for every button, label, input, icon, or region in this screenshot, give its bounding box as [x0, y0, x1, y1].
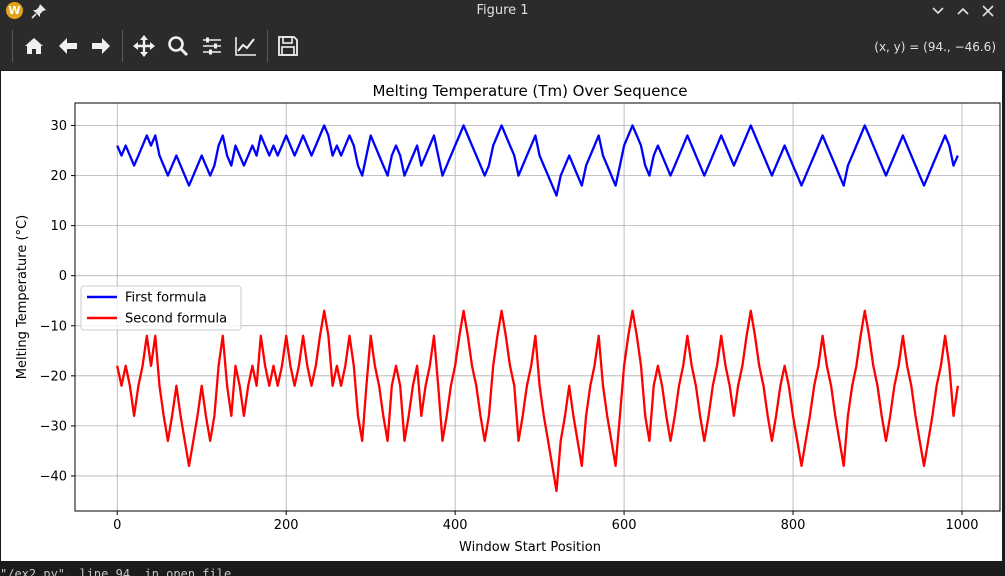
- terminal-background: "/ex2.py", line 94, in open_file: [0, 562, 1005, 576]
- arrow-left-icon: [59, 38, 77, 54]
- legend-box: [80, 285, 242, 331]
- line-chart-icon: [235, 37, 256, 56]
- plot-lines: [116, 124, 959, 493]
- y-tick-label: −40: [40, 469, 67, 484]
- coordinate-readout: (x, y) = (94., −46.6): [874, 40, 996, 54]
- y-axis-label: Melting Temperature (°C): [15, 215, 30, 379]
- y-tick-label: 0: [59, 269, 67, 284]
- pan-button[interactable]: [132, 34, 156, 58]
- app-icon[interactable]: W: [6, 2, 23, 19]
- toolbar-separator: [122, 30, 123, 62]
- line-chart[interactable]: Melting Temperature (Tm) Over Sequence W…: [1, 71, 1002, 561]
- x-tick-label: 800: [781, 518, 806, 533]
- sliders-icon: [203, 37, 221, 55]
- magnifier-icon: [168, 36, 189, 57]
- y-tick-label: −10: [40, 319, 67, 334]
- y-tick-label: 10: [50, 219, 67, 234]
- edit-axes-button[interactable]: [234, 34, 258, 58]
- x-tick-label: 0: [113, 518, 121, 533]
- x-tick-label: 400: [443, 518, 468, 533]
- pin-icon[interactable]: [31, 3, 47, 19]
- window-titlebar: W Figure 1: [0, 0, 1005, 22]
- axes-frame: [74, 102, 1001, 512]
- chevron-up-icon[interactable]: [954, 2, 972, 20]
- x-axis-label: Window Start Position: [459, 540, 601, 555]
- y-tick-label: 30: [50, 119, 67, 134]
- toolbar-separator: [12, 30, 13, 62]
- zoom-button[interactable]: [166, 34, 190, 58]
- y-tick-label: −30: [40, 419, 67, 434]
- home-button[interactable]: [22, 34, 46, 58]
- floppy-disk-icon: [278, 36, 298, 56]
- forward-button[interactable]: [89, 34, 113, 58]
- legend[interactable]: First formula Second formula: [80, 285, 242, 331]
- x-tick-label: 200: [274, 518, 299, 533]
- x-tick-label: 600: [612, 518, 637, 533]
- home-icon: [25, 38, 43, 54]
- legend-label-first-formula: First formula: [125, 291, 207, 306]
- figure-canvas[interactable]: Melting Temperature (Tm) Over Sequence W…: [1, 71, 1002, 561]
- series-line-first-formula: [116, 124, 959, 197]
- chart-title: Melting Temperature (Tm) Over Sequence: [372, 82, 687, 100]
- x-tick-label: 1000: [945, 518, 978, 533]
- y-tick-label: 20: [50, 169, 67, 184]
- terminal-output: "/ex2.py", line 94, in open_file: [0, 567, 232, 576]
- toolbar-separator: [267, 30, 268, 62]
- series-line-second-formula: [116, 309, 959, 493]
- configure-subplots-button[interactable]: [200, 34, 224, 58]
- chevron-down-icon[interactable]: [929, 2, 947, 20]
- close-icon[interactable]: [979, 2, 997, 20]
- navigation-toolbar: (x, y) = (94., −46.6): [0, 22, 1005, 70]
- back-button[interactable]: [56, 34, 80, 58]
- window-title: Figure 1: [476, 3, 529, 18]
- arrow-right-icon: [92, 38, 110, 54]
- move-icon: [133, 35, 155, 57]
- save-button[interactable]: [276, 34, 300, 58]
- axis-ticks: 0 200 400 600 800 1000 30 20 10 0 −10 −20 −30 −40: [40, 119, 979, 533]
- y-tick-label: −20: [40, 369, 67, 384]
- legend-label-second-formula: Second formula: [125, 312, 227, 327]
